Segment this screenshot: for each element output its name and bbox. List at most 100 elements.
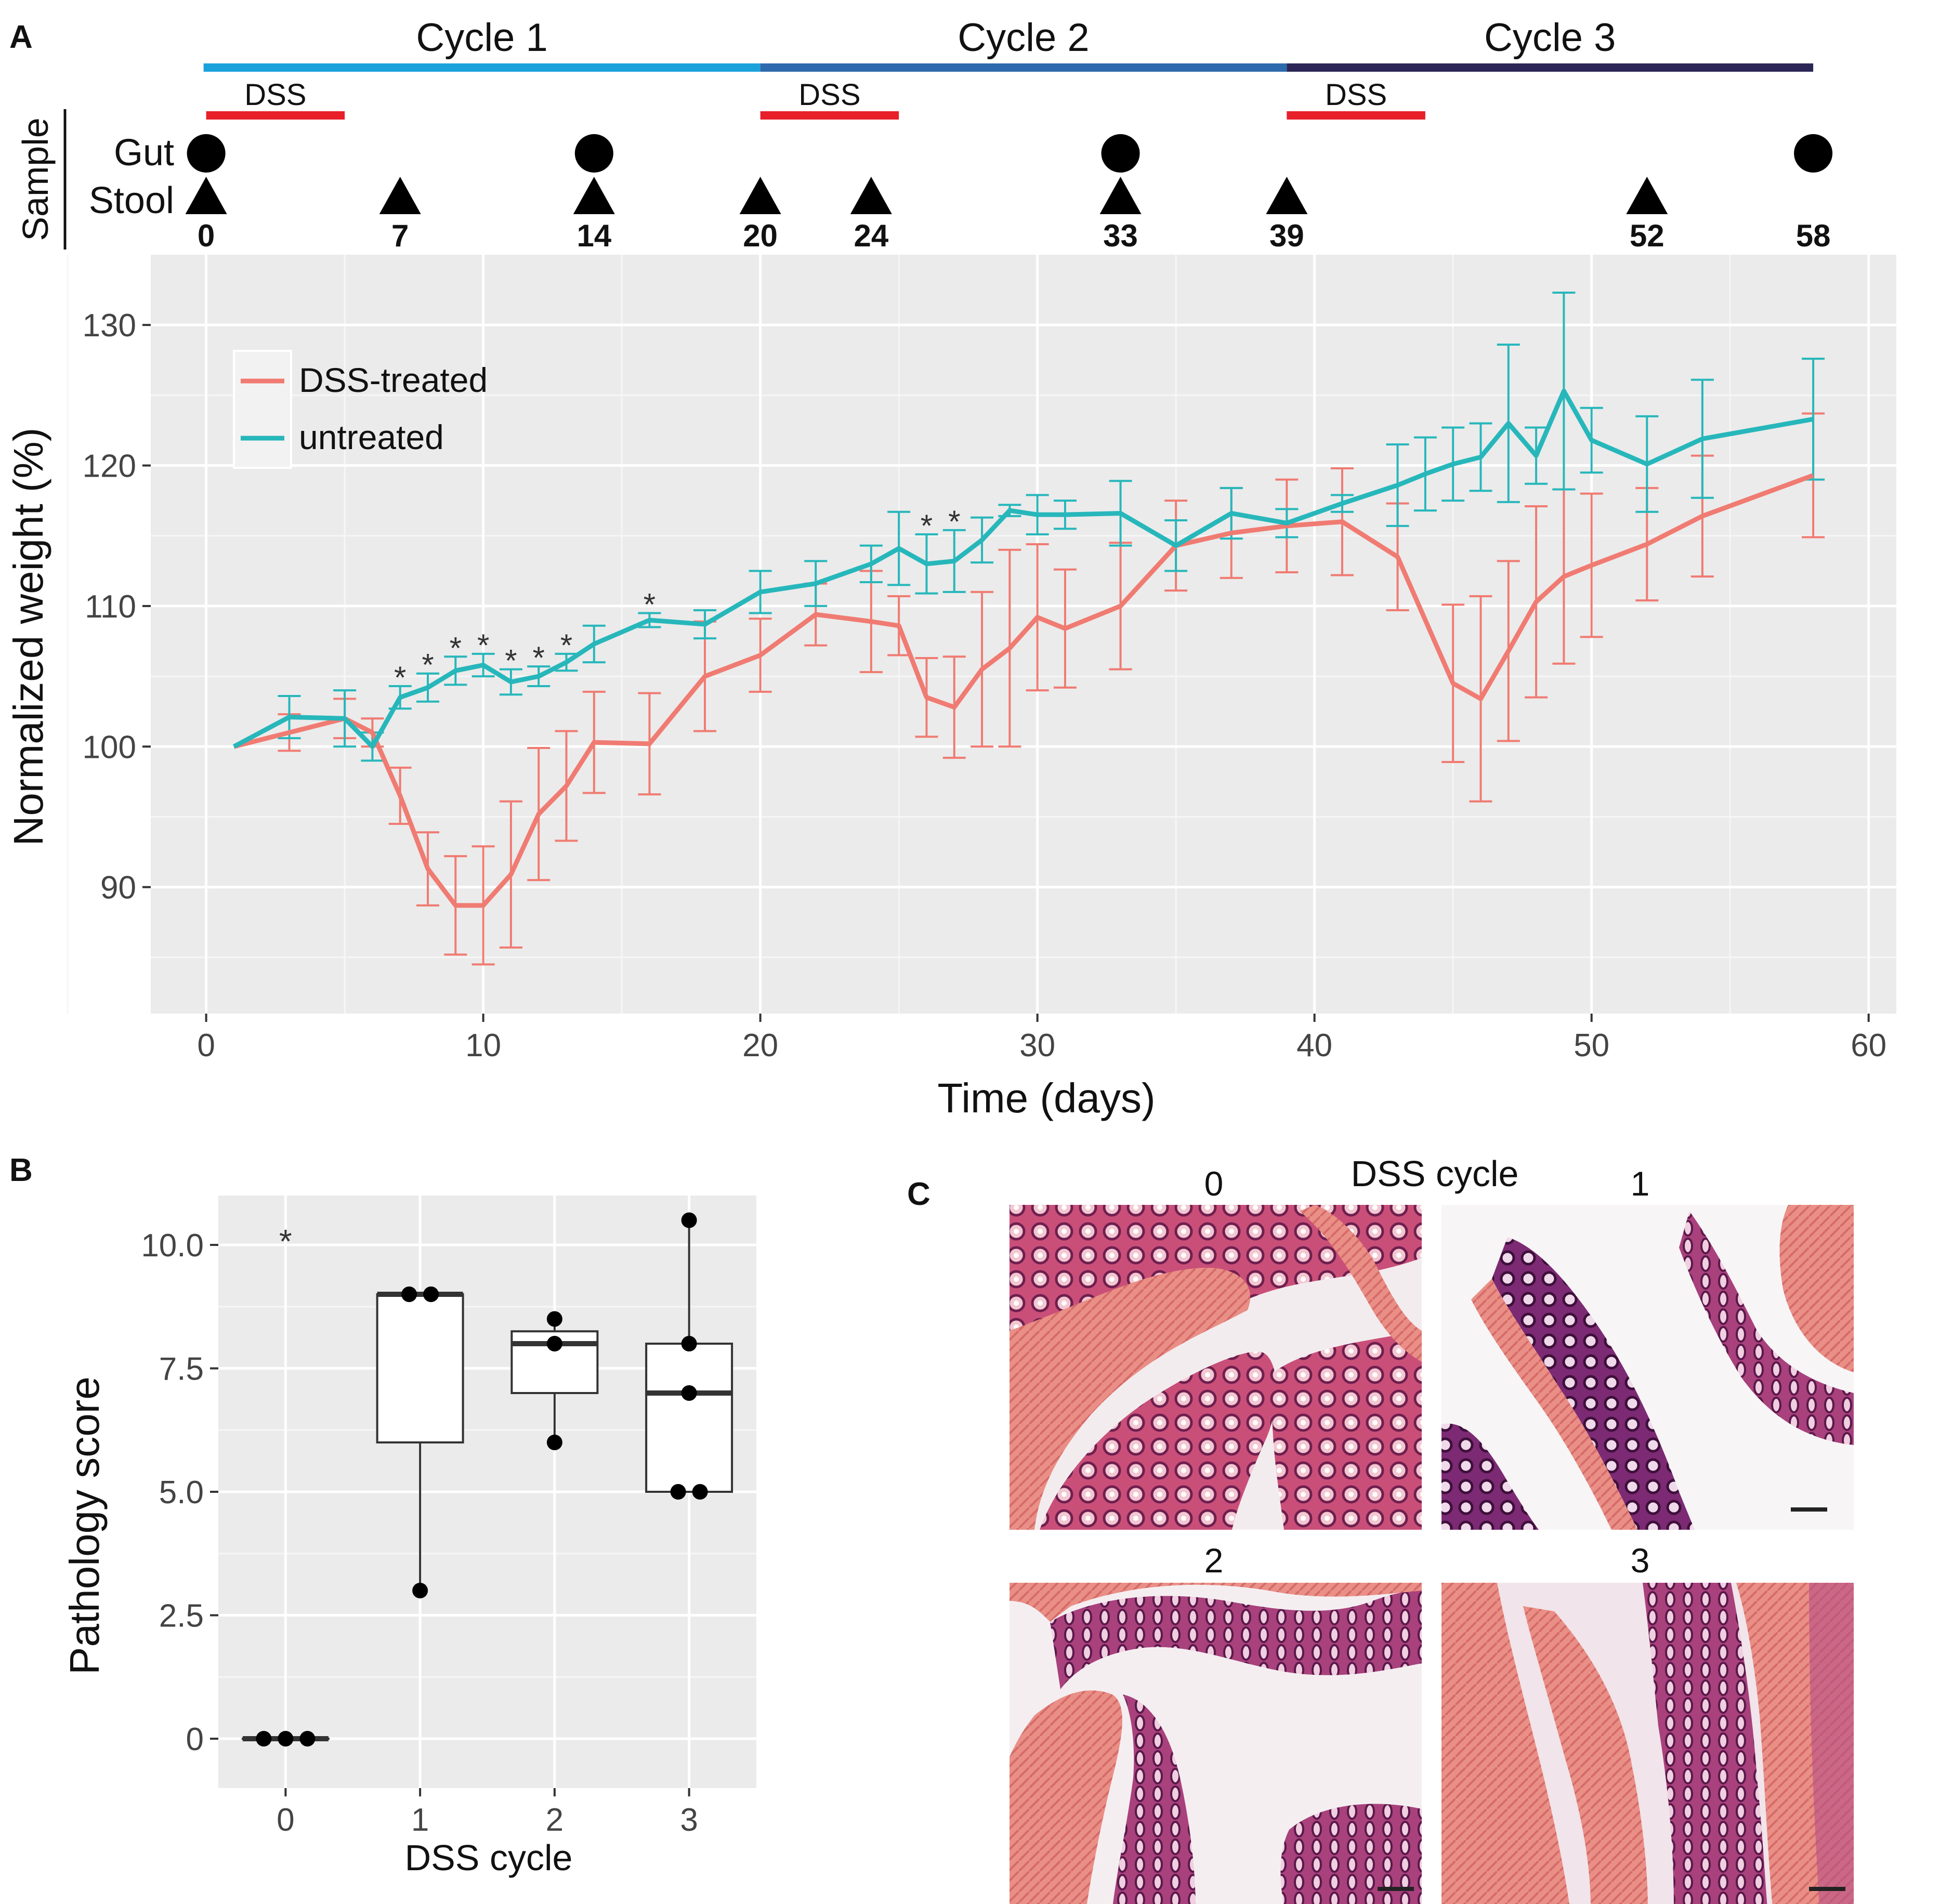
chart-a-y-tick-label: 90 [100,870,136,906]
significance-asterisk: * [533,640,545,675]
chart-b-y-tick-label: 2.5 [159,1598,204,1634]
panel-label-c: C [907,1176,930,1212]
box-body [376,1293,464,1443]
chart-a-y-tick-label: 100 [83,729,136,765]
data-point-cycle-3 [692,1484,708,1500]
series-line-dss-treated [233,473,1814,908]
histology-label-2: 2 [1204,1541,1224,1580]
chart-a-y-tick-label: 120 [83,449,136,484]
box-cycle-1 [376,1292,464,1591]
chart-a-x-tick-label: 10 [465,1028,501,1063]
chart-b-boxes [241,1220,733,1741]
chart-b-axes: 0 2.5 5.0 7.5 10.0 0 1 2 3 [141,1228,698,1838]
timeline-day-label: 20 [743,218,778,253]
significance-asterisk: * [477,628,489,663]
significance-asterisk: * [422,648,434,682]
histology-label-0: 0 [1204,1164,1224,1203]
stool-sample-marker [1266,177,1308,214]
chart-a-y-tick-label: 110 [85,589,136,625]
significance-asterisk: * [505,644,517,678]
data-point-cycle-3 [681,1336,697,1351]
data-point-cycle-3 [670,1484,686,1500]
gut-sample-marker [1101,134,1140,173]
stool-sample-marker [379,177,421,214]
timeline-day-label: 39 [1269,218,1304,253]
chart-b-x-tick-label: 1 [411,1802,429,1838]
histology-image-2 [1010,1583,1422,1904]
chart-b-y-tick-label: 0 [186,1722,204,1757]
chart-a-x-tick-label: 40 [1296,1028,1332,1063]
timeline-day-label: 33 [1103,218,1138,253]
significance-asterisk: * [394,660,406,695]
chart-a-x-tick-label: 0 [197,1028,215,1063]
gut-sample-marker [574,134,613,173]
legend-label-dss-treated: DSS-treated [299,361,488,399]
chart-a-series [232,292,1825,966]
chart-b-x-tick-label: 3 [680,1802,698,1838]
chart-a-x-tick-label: 30 [1019,1028,1055,1063]
gut-sample-marker [1794,134,1833,173]
timeline-day-label: 0 [198,218,215,253]
data-point-cycle-0 [256,1731,272,1747]
chart-b-points [256,1212,708,1747]
chart-b-x-tick-label: 0 [277,1802,294,1838]
chart-b-significance-marker: * [279,1223,292,1260]
chart-a-y-tick-label: 130 [83,308,136,344]
stool-sample-marker [1099,177,1142,214]
significance-asterisk: * [450,631,462,665]
chart-a-significance-markers: * * * * * * * * * * [394,504,960,695]
significance-asterisk: * [644,587,656,622]
histology-image-1 [1441,1205,1854,1530]
data-point-cycle-1 [412,1583,428,1598]
chart-a-x-axis-title: Time (days) [937,1075,1155,1121]
histology-label-1: 1 [1631,1164,1650,1203]
dss-label-3: DSS [1325,78,1387,112]
series-line-untreated [232,388,1814,749]
cycle-label-3: Cycle 3 [1484,16,1616,60]
timeline-day-label: 7 [391,218,409,253]
histology-label-3: 3 [1631,1541,1650,1580]
data-point-cycle-3 [681,1212,697,1228]
stool-sample-marker [850,177,892,214]
data-point-cycle-3 [681,1385,697,1401]
chart-a-x-tick-label: 60 [1851,1028,1886,1063]
gut-sample-marker [187,134,226,173]
sample-label: Sample [15,117,56,241]
chart-b-y-tick-label: 7.5 [159,1351,204,1387]
stool-sample-marker [185,177,227,214]
dss-label-1: DSS [244,78,306,112]
chart-a-x-tick-label: 50 [1574,1028,1609,1063]
cycle-label-1: Cycle 1 [416,16,547,60]
gut-label: Gut [114,132,174,174]
timeline-day-label: 52 [1630,218,1664,253]
data-point-cycle-0 [278,1731,294,1747]
weight-line-chart: * * * * * * * * * * 0 10 20 30 40 50 60 90 100 110 120 130 D… [5,255,1896,1121]
panel-c-title: DSS cycle [1351,1153,1519,1194]
data-point-cycle-2 [546,1336,562,1351]
scale-bar-1 [1791,1507,1827,1512]
timeline-day-label: 14 [576,218,611,253]
significance-asterisk: * [560,628,572,663]
dss-label-2: DSS [798,78,860,112]
legend-label-untreated: untreated [299,418,444,456]
cycle-label-2: Cycle 2 [958,16,1089,60]
timeline-day-label: 24 [854,218,888,253]
legend-key-box [233,350,292,469]
box-body [645,1343,733,1493]
chart-b-y-tick-label: 10.0 [141,1228,204,1264]
histology-image-3 [1441,1583,1854,1904]
data-point-cycle-1 [401,1286,417,1302]
stool-sample-marker [1626,177,1668,214]
sampling-timeline: Cycle 1 Cycle 2 Cycle 3 DSS DSS DSS Sample Gut S… [15,16,1833,253]
stool-sample-marker [739,177,781,214]
significance-asterisk: * [948,504,960,539]
data-point-cycle-2 [546,1435,562,1450]
stool-label: Stool [89,180,174,221]
chart-b-y-tick-label: 5.0 [159,1475,204,1511]
pathology-box-plot: 0 2.5 5.0 7.5 10.0 0 1 2 3 * DSS cycle Pathology… [61,1196,756,1878]
data-point-cycle-0 [299,1731,316,1747]
chart-a-legend: DSS-treated untreated [233,350,488,469]
chart-b-x-axis-title: DSS cycle [405,1837,573,1878]
stool-sample-marker [573,177,615,214]
